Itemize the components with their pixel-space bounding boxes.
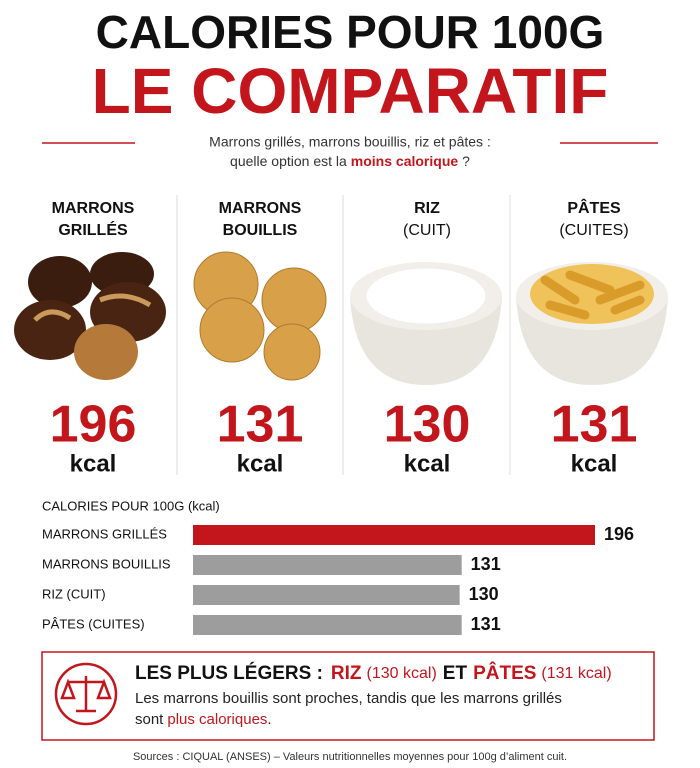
conclusion-text: . — [267, 711, 271, 728]
card-value: 131 — [551, 396, 638, 454]
card-name: MARRONS — [219, 200, 302, 217]
card-name: RIZ — [414, 200, 440, 217]
category-label: PÂTES (CUITES) — [42, 616, 145, 631]
card-unit: kcal — [237, 450, 284, 477]
conclusion-text: ET — [443, 663, 468, 684]
card-unit: kcal — [70, 450, 117, 477]
card-name: GRILLÉS — [58, 220, 128, 239]
conclusion-body: Les marrons bouillis sont proches, tandi… — [135, 690, 562, 707]
card-name: MARRONS — [52, 200, 135, 217]
conclusion-text: sont — [135, 711, 164, 728]
chestnuts-roasted — [14, 252, 166, 380]
conclusion-item: RIZ — [331, 663, 362, 684]
bar — [193, 525, 595, 545]
title-line1: CALORIES POUR 100G — [96, 6, 605, 58]
chestnuts-boiled — [193, 251, 327, 381]
title-line2: LE COMPARATIF — [92, 55, 609, 127]
separators — [176, 195, 511, 475]
category-label: MARRONS BOUILLIS — [42, 556, 171, 571]
subtitle: Marrons grillés, marrons bouillis, riz e… — [209, 134, 491, 150]
subtitle: quelle option est la moins calorique? — [230, 153, 470, 169]
card-name: (CUITES) — [559, 222, 628, 239]
card-name: (CUIT) — [403, 222, 451, 239]
card-value: 130 — [384, 396, 471, 454]
bar — [193, 585, 460, 605]
conclusion-value: (130 kcal) — [367, 665, 437, 682]
conclusion-text: LES PLUS LÉGERS : — [135, 662, 323, 684]
bar — [193, 615, 462, 635]
category-label: RIZ (CUIT) — [42, 586, 106, 601]
conclusion-box — [41, 651, 655, 741]
card-name: BOUILLIS — [223, 222, 298, 239]
conclusion-title: LES PLUS LÉGERS : RIZ (130 kcal) ET PÂTES (13… — [135, 662, 612, 684]
sources: Sources : CIQUAL (ANSES) – Valeurs nutri… — [133, 751, 567, 763]
subtitle-text: quelle option est la — [230, 153, 347, 169]
conclusion-item: PÂTES — [473, 662, 536, 684]
conclusion-value: (131 kcal) — [541, 665, 611, 682]
pasta-bowl — [516, 262, 668, 385]
scale-icon — [54, 662, 118, 726]
chart-title: CALORIES POUR 100G (kcal) — [42, 498, 220, 513]
value-label: 196 — [604, 524, 634, 544]
card-unit: kcal — [404, 450, 451, 477]
card-unit: kcal — [571, 450, 618, 477]
card-value: 196 — [50, 396, 137, 454]
value-label: 131 — [471, 614, 501, 634]
category-label: MARRONS GRILLÉS — [42, 526, 167, 541]
card-name: PÂTES — [567, 198, 621, 217]
conclusion-highlight: plus caloriques — [167, 711, 267, 728]
value-label: 131 — [471, 554, 501, 574]
subtitle-highlight: moins calorique — [351, 153, 459, 169]
card-value: 131 — [217, 396, 304, 454]
bar — [193, 555, 462, 575]
rice-bowl — [350, 262, 502, 385]
value-label: 130 — [469, 584, 499, 604]
conclusion-body: sont plus caloriques. — [135, 711, 272, 728]
subtitle-text: ? — [462, 153, 470, 169]
